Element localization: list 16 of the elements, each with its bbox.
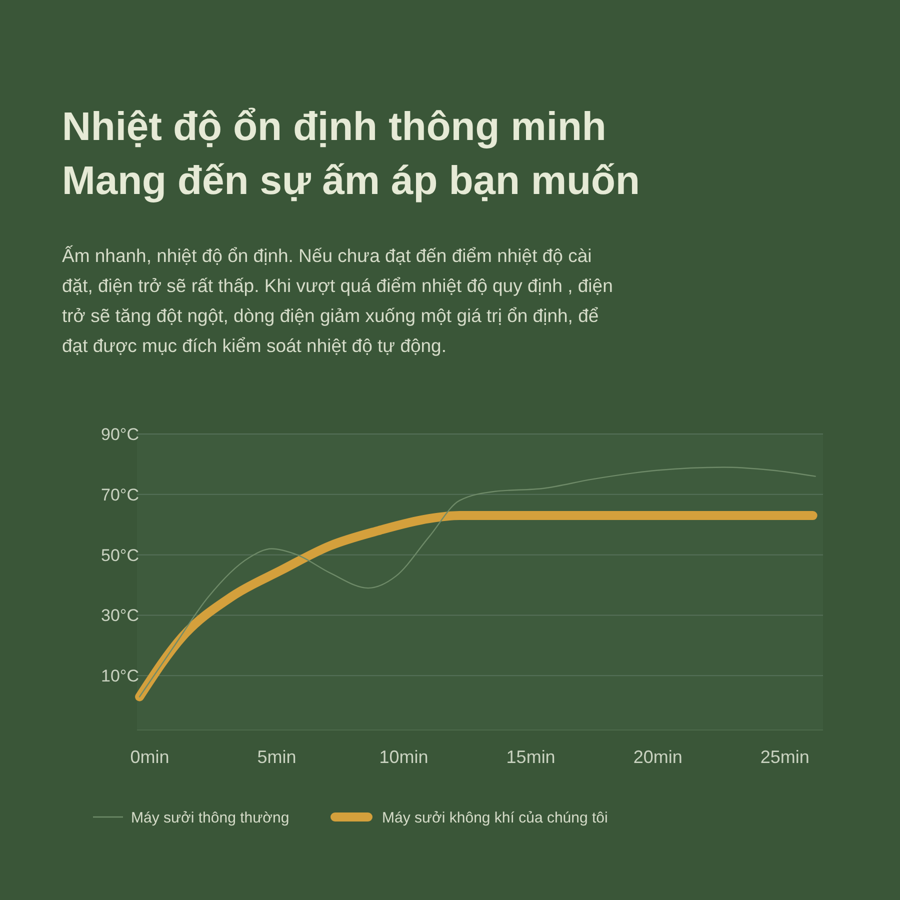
x-tick-label: 0min [130,747,170,767]
x-tick-label: 15min [506,747,556,767]
legend-label: Máy sưởi thông thường [131,809,290,826]
line-series [138,466,816,698]
x-tick-label: 10min [379,747,428,767]
y-tick-label: 10°C [101,666,139,686]
y-tick-label: 30°C [101,606,139,626]
chart-subtitle: Ấm nhanh, nhiệt độ ổn định. Nếu chưa đạt đến điểm nhiệt độ cài đặt, điện trở sẽ rất thấp. Khi vượt quá điểm nhiệt độ quy định , điện trở sẽ tăng đột ngột, dòng điện giảm xuống một giá trị ổn định, để đạt được mục đích kiểm soát nhiệt độ tự động. [62,245,613,356]
x-tick-label: 20min [633,747,682,767]
y-tick-label: 50°C [101,546,139,565]
chart-title: Nhiệt độ ổn định thông minh Mang đến sự ấm áp bạn muốn [62,105,640,203]
legend-label: Máy sưởi không khí của chúng tôi [382,809,608,826]
x-tick-label: 25min [760,747,810,767]
y-tick-label: 70°C [101,485,139,504]
y-tick-label: 90°C [101,424,139,444]
x-tick-label: 5min [257,747,296,767]
